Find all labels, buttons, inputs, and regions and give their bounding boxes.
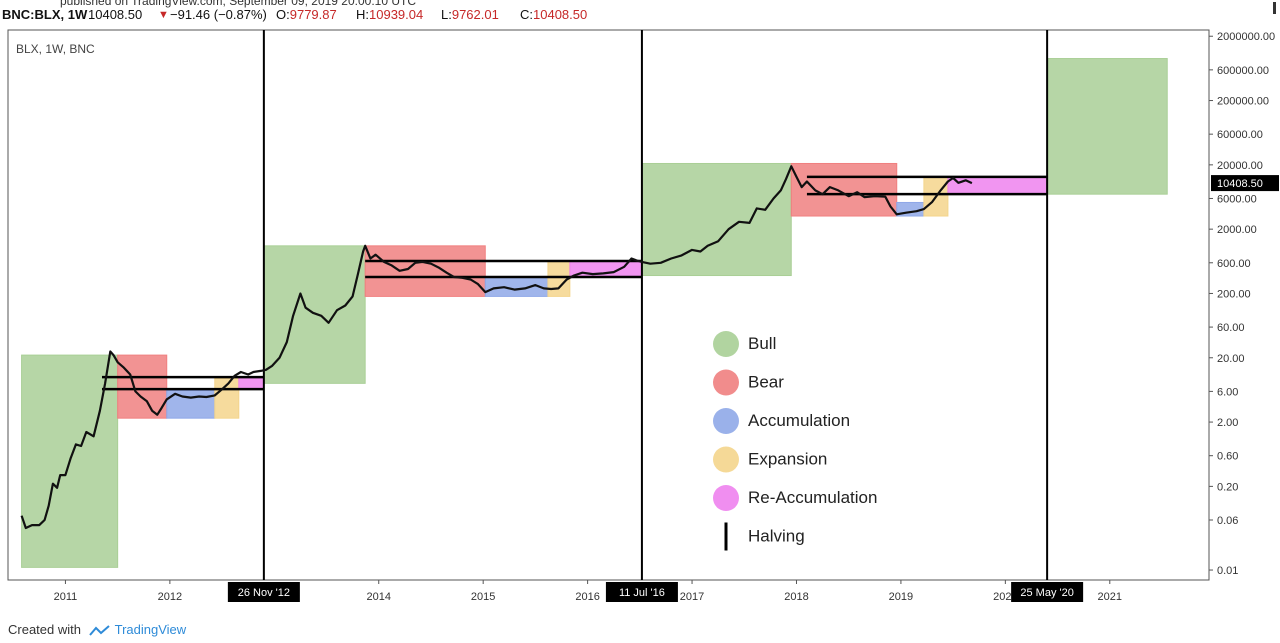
legend-label: Bull bbox=[748, 334, 776, 353]
legend-swatch-accumulation bbox=[713, 408, 739, 434]
chart-title: BLX, 1W, BNC bbox=[16, 42, 95, 56]
legend-label: Accumulation bbox=[748, 411, 850, 430]
legend-swatch-expansion bbox=[713, 446, 739, 473]
tradingview-logo-icon bbox=[88, 624, 110, 636]
x-tick-label: 2016 bbox=[575, 591, 599, 603]
symbol-header: published on TradingView.com, September … bbox=[0, 0, 1210, 30]
ohlc-open: O:9779.87 bbox=[276, 7, 337, 22]
y-tick-label: 0.60 bbox=[1217, 451, 1238, 463]
x-tick-label: 2018 bbox=[784, 591, 808, 603]
halving-date-badge bbox=[1011, 582, 1084, 602]
zone-accumulation bbox=[166, 389, 216, 419]
plot-area bbox=[7, 29, 1210, 581]
y-tick-label: 200.00 bbox=[1217, 288, 1251, 300]
halving-date-badge bbox=[605, 582, 678, 602]
price-change: −91.46 (−0.87%) bbox=[170, 7, 267, 22]
legend-label: Halving bbox=[748, 527, 805, 546]
y-tick-label: 200000.00 bbox=[1217, 96, 1269, 108]
y-tick-label: 20000.00 bbox=[1217, 160, 1263, 172]
zone-reaccumulation bbox=[569, 260, 643, 278]
legend-label: Bear bbox=[748, 373, 784, 392]
y-tick-label: 600000.00 bbox=[1217, 65, 1269, 77]
zone-bull bbox=[263, 245, 366, 384]
x-tick-label: 2021 bbox=[1098, 591, 1122, 603]
zone-expansion bbox=[214, 378, 240, 419]
legend-label: Re-Accumulation bbox=[748, 488, 877, 507]
y-tick-label: 60000.00 bbox=[1217, 129, 1263, 141]
zone-bear bbox=[117, 354, 168, 419]
ohlc-close: C:10408.50 bbox=[520, 7, 588, 22]
footer-credit: Created with TradingView bbox=[8, 622, 186, 637]
created-with-label: Created with bbox=[8, 622, 81, 637]
tradingview-link[interactable]: TradingView bbox=[114, 622, 187, 637]
halving-date-label: 26 Nov '12 bbox=[238, 587, 290, 599]
x-tick-label: 2014 bbox=[367, 591, 391, 603]
y-tick-label: 2000.00 bbox=[1217, 224, 1257, 236]
halving-date-label: 11 Jul '16 bbox=[619, 587, 665, 599]
legend-swatch-reaccumulation bbox=[713, 485, 739, 511]
x-tick-label: 2017 bbox=[680, 591, 704, 603]
y-tick-label: 6.00 bbox=[1217, 386, 1238, 398]
zone-bear bbox=[364, 245, 486, 297]
legend-swatch-bear bbox=[713, 369, 739, 396]
window-edge-marker bbox=[1273, 2, 1276, 14]
down-arrow-icon: ▼ bbox=[158, 9, 169, 21]
price-chart[interactable]: BLX, 1W, BNC 2000000.00 600000.00 200000.00… bbox=[0, 0, 1280, 620]
legend-label: Expansion bbox=[748, 450, 827, 469]
y-tick-label: 2.00 bbox=[1217, 417, 1238, 429]
y-tick-label: 0.01 bbox=[1217, 565, 1238, 577]
zone-bull bbox=[641, 162, 792, 277]
y-tick-label: 2000000.00 bbox=[1217, 31, 1275, 43]
y-tick-label: 0.06 bbox=[1217, 515, 1238, 527]
publish-attribution: published on TradingView.com, September … bbox=[60, 0, 417, 8]
y-tick-label: 6000.00 bbox=[1217, 193, 1257, 205]
zone-bear bbox=[790, 162, 898, 217]
last-price-label: 10408.50 bbox=[1217, 178, 1263, 190]
x-tick-label: 2015 bbox=[471, 591, 495, 603]
zone-reaccumulation bbox=[947, 176, 1048, 195]
zone-bull bbox=[1046, 58, 1168, 195]
x-tick-label: 2011 bbox=[54, 591, 78, 603]
y-tick-label: 0.20 bbox=[1217, 481, 1238, 493]
y-tick-label: 20.00 bbox=[1217, 353, 1245, 365]
x-tick-label: 2012 bbox=[158, 591, 182, 603]
last-price-tag bbox=[1211, 175, 1279, 192]
symbol-name: BNC:BLX, 1W bbox=[2, 7, 88, 22]
ohlc-high: H:10939.04 bbox=[356, 7, 424, 22]
ohlc-low: L:9762.01 bbox=[441, 7, 499, 22]
y-tick-label: 600.00 bbox=[1217, 258, 1251, 270]
x-tick-label: 2019 bbox=[889, 591, 913, 603]
halving-date-label: 25 May '20 bbox=[1020, 587, 1073, 599]
y-tick-label: 60.00 bbox=[1217, 322, 1245, 334]
zone-reaccumulation bbox=[238, 376, 265, 390]
legend-swatch-bull bbox=[713, 331, 739, 357]
last-price: 10408.50 bbox=[88, 7, 143, 22]
price-series-line bbox=[20, 165, 973, 530]
halving-date-badge bbox=[227, 582, 300, 602]
